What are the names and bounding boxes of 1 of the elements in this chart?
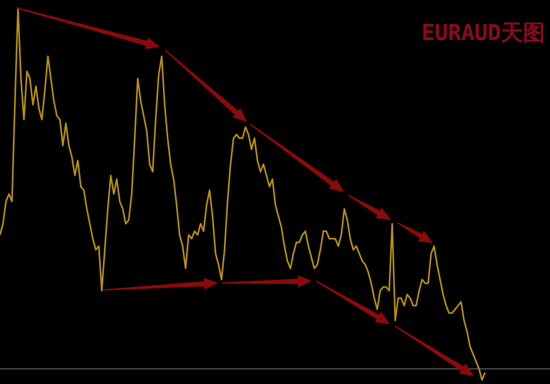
text: EURAUD天图 bbox=[422, 21, 545, 46]
